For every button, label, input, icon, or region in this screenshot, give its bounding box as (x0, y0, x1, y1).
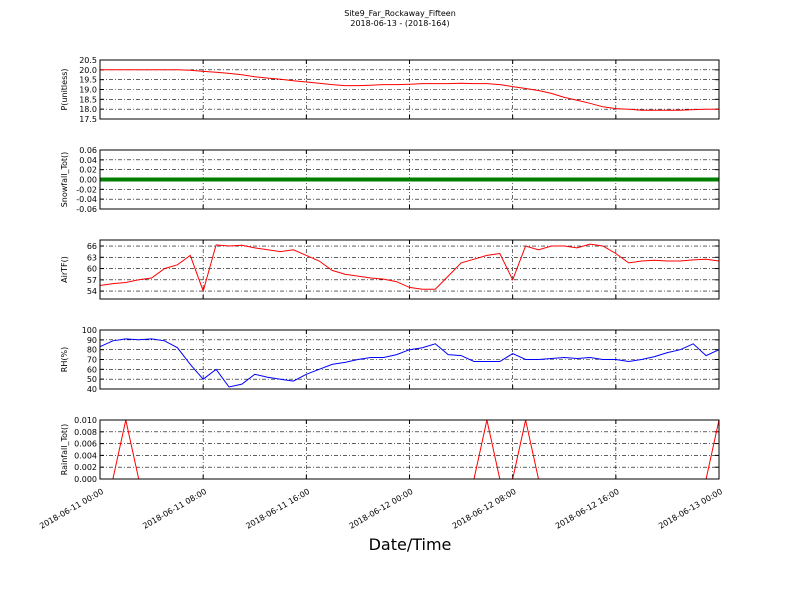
y-tick-label: 63 (87, 253, 97, 262)
chart-title: Site9_Far_Rockaway_Fifteen (344, 9, 456, 18)
y-tick-label: 0.06 (79, 146, 97, 155)
y-tick-label: 60 (87, 365, 97, 374)
y-tick-label: 0.000 (74, 475, 97, 484)
y-tick-label: 18.0 (79, 105, 97, 114)
y-tick-label: 66 (87, 242, 97, 251)
y-tick-label: 60 (87, 265, 97, 274)
y-tick-label: 50 (87, 375, 97, 384)
y-tick-label: -0.06 (76, 205, 97, 214)
y-tick-label: 0.002 (74, 463, 97, 472)
y-tick-label: 70 (87, 356, 97, 365)
axes-frame (99, 329, 720, 390)
chart-subtitle: 2018-06-13 - (2018-164) (350, 19, 449, 28)
y-axis-label: RH(%) (60, 347, 69, 372)
y-tick-label: -0.02 (76, 185, 97, 194)
y-tick-label: 19.5 (79, 76, 97, 85)
y-tick-label: 0.006 (74, 440, 97, 449)
y-axis-label: Rainfall_Tot() (60, 424, 69, 476)
y-tick-label: 0.02 (79, 166, 97, 175)
y-tick-label: 19.0 (79, 86, 97, 95)
data-line (99, 338, 720, 388)
y-axis-label: AirTF() (60, 256, 69, 283)
y-tick-label: 18.5 (79, 95, 97, 104)
y-tick-label: 40 (87, 385, 97, 394)
y-axis-label: Snowfall_Tot() (60, 152, 69, 208)
y-tick-label: 20.0 (79, 66, 97, 75)
data-line (100, 69, 719, 111)
y-tick-label: 54 (87, 287, 97, 296)
y-tick-label: 0.010 (74, 416, 97, 425)
axes-frame (99, 149, 720, 210)
y-tick-label: 0.04 (79, 156, 97, 165)
axes-frame (99, 419, 720, 480)
y-tick-label: 100 (82, 326, 97, 335)
axes-frame (99, 239, 720, 300)
y-tick-label: 0.004 (74, 451, 97, 460)
data-line (99, 243, 720, 293)
x-axis-label: Date/Time (369, 535, 452, 554)
y-tick-label: 20.5 (79, 56, 97, 65)
y-tick-label: 80 (87, 346, 97, 355)
y-tick-label: 0.00 (79, 176, 97, 185)
axes-frame (99, 59, 720, 120)
y-tick-label: -0.04 (76, 195, 97, 204)
y-tick-label: 0.008 (74, 428, 97, 437)
y-tick-label: 57 (87, 276, 97, 285)
y-tick-label: 17.5 (79, 115, 97, 124)
y-axis-label: P(unitless) (60, 68, 69, 110)
y-tick-label: 90 (87, 336, 97, 345)
